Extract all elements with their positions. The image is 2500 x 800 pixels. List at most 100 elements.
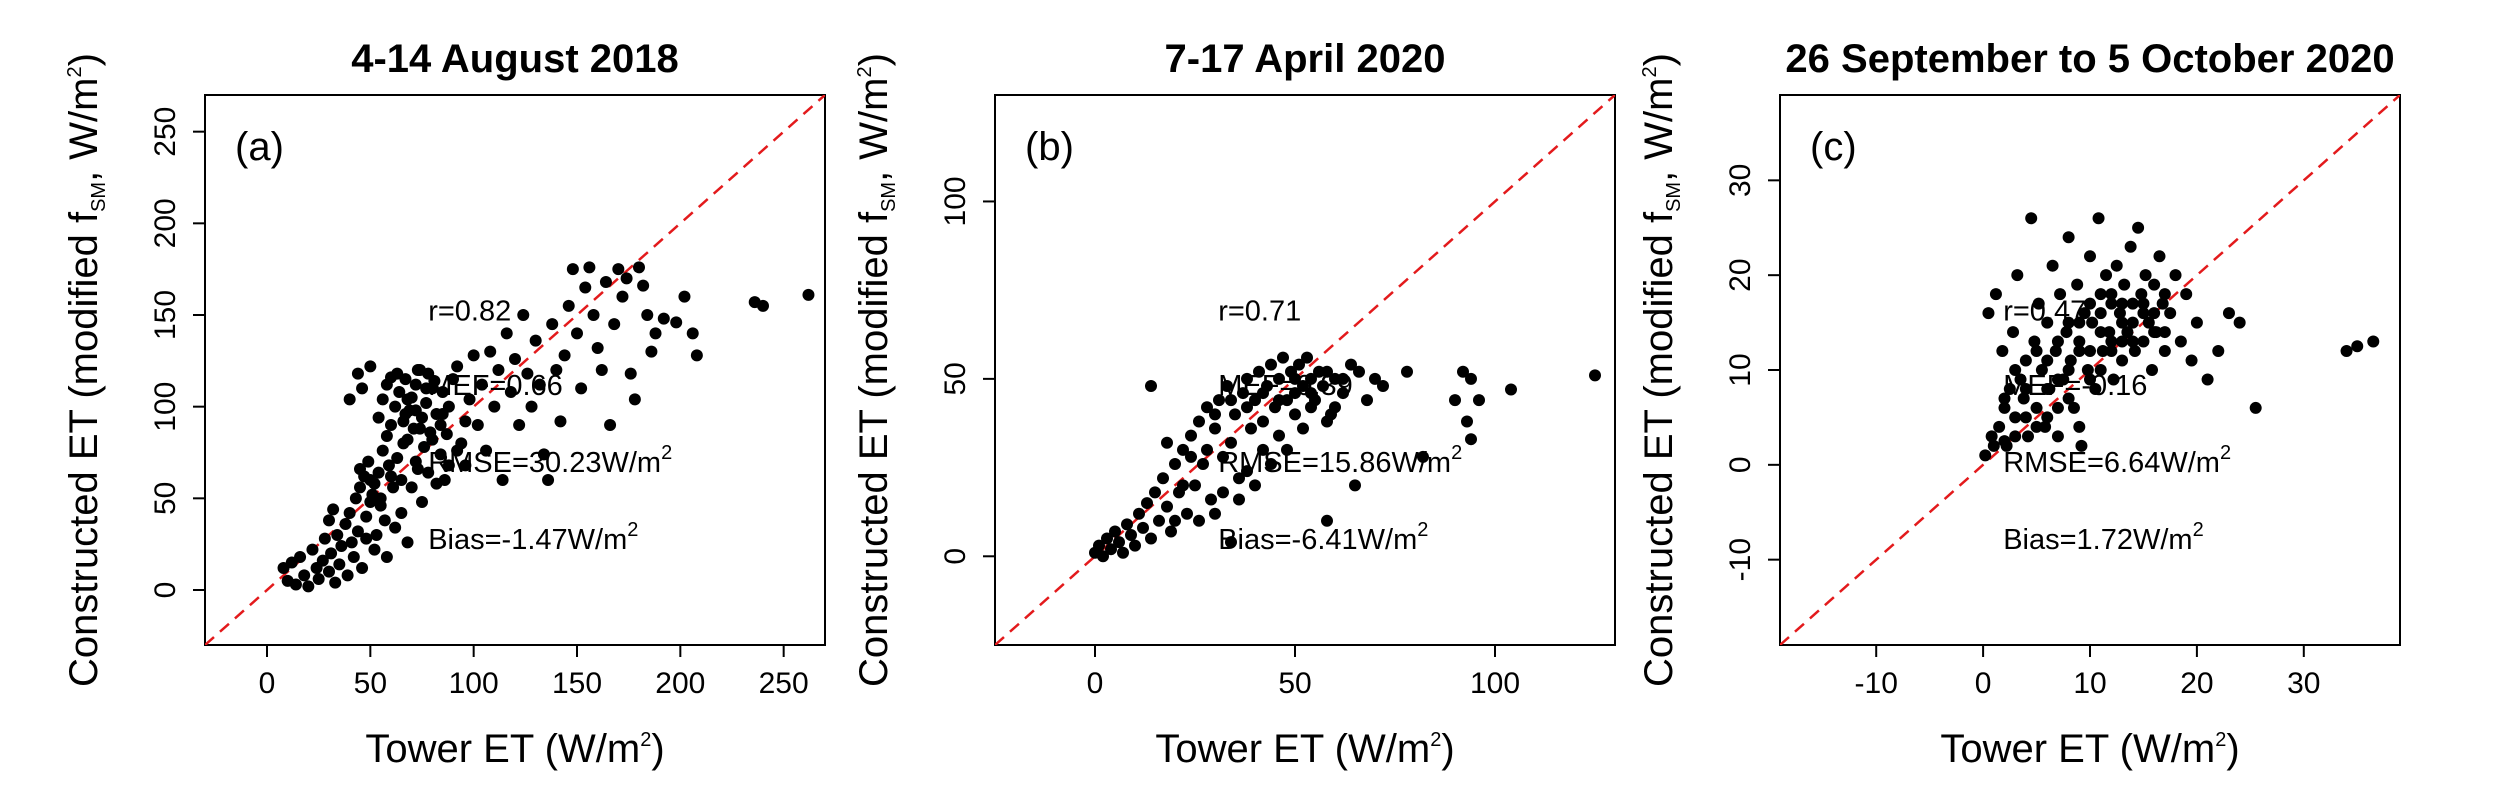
data-point xyxy=(2051,430,2064,443)
data-point xyxy=(2153,250,2166,263)
y-axis-label-part: 2 xyxy=(64,66,86,77)
data-point xyxy=(434,419,447,431)
data-point xyxy=(2028,335,2041,348)
data-point xyxy=(459,459,472,472)
stat-bias-part: 2 xyxy=(2193,519,2204,541)
data-point xyxy=(1177,443,1189,456)
data-point xyxy=(1987,439,2000,452)
data-point xyxy=(380,430,393,442)
stat-bias-part: 2 xyxy=(1417,519,1428,541)
data-point xyxy=(554,415,567,428)
x-tick-label: 150 xyxy=(552,667,602,700)
x-axis-label-part: ) xyxy=(2226,727,2239,771)
data-point xyxy=(1125,529,1137,541)
data-point xyxy=(347,551,360,563)
y-tick-label: 250 xyxy=(149,107,182,157)
data-point xyxy=(411,364,424,376)
stat-bias-part: 2 xyxy=(627,519,638,541)
y-axis-label-part: Constructed ET (modified f xyxy=(852,211,896,687)
x-tick-label: 100 xyxy=(449,667,499,700)
data-point xyxy=(1321,415,1333,428)
data-point xyxy=(504,386,517,398)
x-tick-label: 0 xyxy=(259,667,276,700)
data-point xyxy=(362,455,375,468)
data-point xyxy=(1157,472,1169,485)
data-point xyxy=(339,518,352,530)
data-point xyxy=(1993,420,2006,433)
data-point xyxy=(389,521,402,534)
data-point xyxy=(2233,316,2246,329)
data-point xyxy=(426,433,439,446)
stat-rmse: RMSE=30.23W/m2 xyxy=(428,442,672,479)
stat-mef-part: MEF=0.39 xyxy=(1218,370,1353,402)
data-point xyxy=(1241,401,1253,414)
data-point xyxy=(2094,307,2107,320)
stat-bias: Bias=-6.41W/m2 xyxy=(1218,519,1428,556)
data-point xyxy=(368,543,381,556)
y-tick-label: 150 xyxy=(149,290,182,340)
data-point xyxy=(354,463,366,475)
y-axis-label-part: SM xyxy=(88,182,110,212)
data-point xyxy=(376,393,389,406)
x-axis-label-part: 2 xyxy=(2215,729,2226,751)
data-point xyxy=(409,378,422,391)
data-point xyxy=(2092,212,2105,225)
data-point xyxy=(436,386,449,398)
data-point xyxy=(2094,288,2107,301)
data-point xyxy=(2067,401,2080,414)
data-point xyxy=(2039,420,2052,433)
x-tick-label: 100 xyxy=(1470,667,1520,700)
data-point xyxy=(1197,458,1209,471)
data-point xyxy=(1229,408,1241,421)
data-point xyxy=(1181,507,1193,520)
y-axis-label-part: SM xyxy=(1663,182,1685,212)
y-tick-label: 100 xyxy=(149,382,182,432)
y-axis-label: Constructed ET (modified fSM, W/m2) xyxy=(1637,53,1685,687)
data-point xyxy=(1369,372,1381,385)
data-point xyxy=(591,342,604,354)
data-point xyxy=(2190,316,2203,329)
x-axis-label-part: 2 xyxy=(1430,729,1441,751)
stat-bias: Bias=-1.47W/m2 xyxy=(428,519,638,556)
data-point xyxy=(325,547,338,560)
data-point xyxy=(2084,297,2096,310)
y-axis-label-part: ) xyxy=(62,53,106,66)
data-point xyxy=(385,371,397,384)
data-point xyxy=(645,345,658,358)
data-point xyxy=(1245,422,1257,435)
data-point xyxy=(387,481,400,494)
data-point xyxy=(686,327,699,340)
data-point xyxy=(1321,365,1333,378)
data-point xyxy=(587,309,600,321)
data-point xyxy=(620,272,633,285)
y-axis-label-part: 2 xyxy=(1639,66,1661,77)
data-point xyxy=(757,299,769,312)
data-point xyxy=(1189,479,1201,492)
data-point xyxy=(2142,316,2155,329)
data-point xyxy=(420,397,433,409)
y-axis-label: Constructed ET (modified fSM, W/m2) xyxy=(852,53,900,687)
data-point xyxy=(2062,231,2075,244)
data-point xyxy=(327,503,340,516)
data-point xyxy=(1273,372,1285,385)
data-point xyxy=(440,428,453,441)
y-axis-label-part: ) xyxy=(1637,53,1681,66)
y-axis-label-part: , W/m xyxy=(62,78,106,182)
data-point xyxy=(329,576,342,589)
x-axis-label-part: Tower ET (W/m xyxy=(1155,727,1430,771)
data-point xyxy=(2105,335,2118,348)
data-point xyxy=(463,393,476,406)
data-point xyxy=(633,261,645,274)
data-point xyxy=(2062,316,2075,329)
data-point xyxy=(1985,430,1998,443)
data-point xyxy=(2084,250,2096,263)
data-point xyxy=(1193,415,1205,428)
data-point xyxy=(1257,387,1269,400)
data-point xyxy=(537,448,550,461)
panel-tag: (b) xyxy=(1025,125,1074,169)
data-point xyxy=(2019,411,2032,424)
y-axis-label-part: SM xyxy=(878,182,900,212)
data-point xyxy=(2126,297,2139,310)
data-point xyxy=(2201,373,2214,386)
data-point xyxy=(422,466,435,479)
